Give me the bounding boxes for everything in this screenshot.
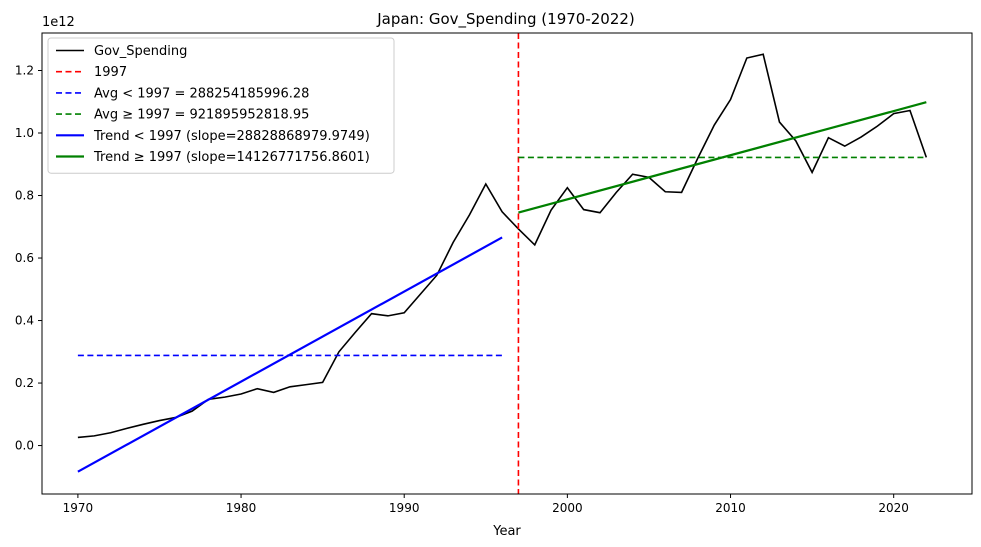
y-tick-label: 1.2 [15, 64, 34, 78]
y-tick-label: 0.8 [15, 189, 34, 203]
y-tick-label: 0.6 [15, 251, 34, 265]
x-tick-label: 1980 [226, 501, 257, 515]
x-tick-label: 1970 [63, 501, 94, 515]
y-tick-label: 0.2 [15, 376, 34, 390]
y-tick-label: 0.4 [15, 314, 34, 328]
legend-label: Avg ≥ 1997 = 921895952818.95 [94, 108, 309, 123]
x-tick-label: 2000 [552, 501, 583, 515]
legend-box [47, 37, 395, 174]
chart-title: Japan: Gov_Spending (1970-2022) [376, 10, 635, 29]
legend-label: 1997 [94, 65, 127, 80]
legend-label: Trend < 1997 (slope=28828868979.9749) [93, 129, 370, 144]
x-axis: 1970 1980 1990 2000 2010 2020 [63, 494, 909, 515]
y-tick-label: 0.0 [15, 439, 34, 453]
legend: Gov_Spending 1997 Avg < 1997 = 28825418599… [47, 37, 395, 174]
y-axis: 0.0 0.2 0.4 0.6 0.8 1.0 1.2 [15, 64, 42, 453]
series-trend-trend-1997-slope-28828868979-9749 [77, 236, 503, 473]
x-axis-label: Year [492, 524, 521, 539]
series-layer [77, 33, 928, 494]
x-tick-label: 1990 [389, 501, 420, 515]
legend-label: Avg < 1997 = 288254185996.28 [94, 86, 309, 101]
y-axis-offset-label: 1e12 [42, 15, 75, 30]
y-tick-label: 1.0 [15, 126, 34, 140]
x-tick-label: 2010 [715, 501, 746, 515]
series-gov-spending-line [77, 53, 928, 439]
legend-label: Trend ≥ 1997 (slope=14126771756.8601) [93, 150, 370, 165]
legend-label: Gov_Spending [94, 44, 187, 59]
series-trend-trend-1997-slope-14126771756-8601 [518, 101, 927, 214]
plot-area [41, 32, 973, 495]
x-tick-label: 2020 [878, 501, 909, 515]
